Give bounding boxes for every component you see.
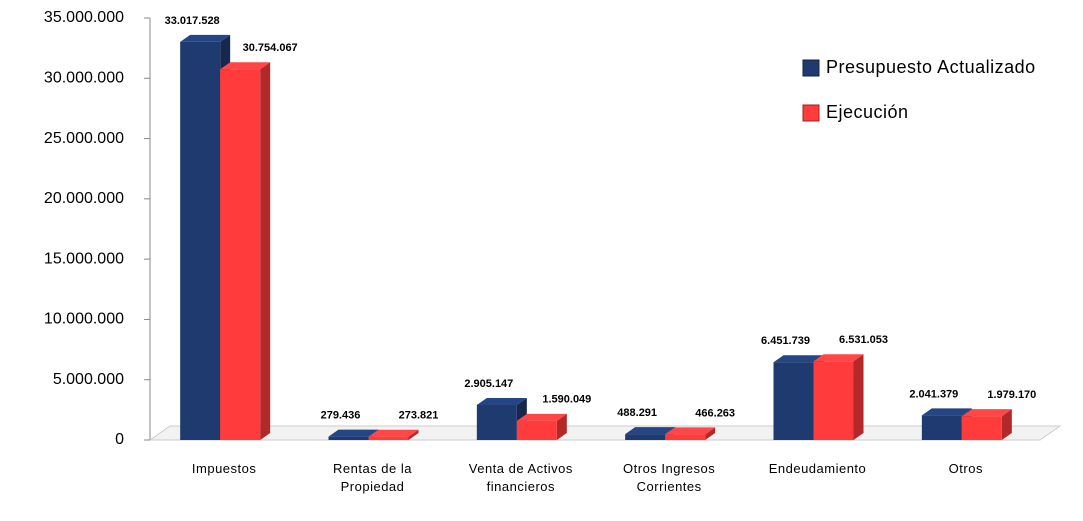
bar-front: [220, 69, 261, 440]
y-tick-label: 25.000.000: [44, 130, 124, 147]
bar-top: [625, 427, 676, 435]
x-tick-label: Otros Ingresos Corrientes: [623, 461, 716, 494]
bar-front: [476, 404, 517, 440]
bar: [220, 62, 271, 441]
data-label: 466.263: [695, 407, 735, 419]
y-tick-label: 35.000.000: [44, 9, 124, 26]
bar-front: [625, 434, 666, 440]
bar: [813, 354, 864, 440]
bar-side: [1001, 409, 1012, 440]
bar: [516, 413, 567, 440]
bar-front: [961, 416, 1002, 440]
y-tick-label: 5.000.000: [53, 371, 124, 388]
y-tick-label: 10.000.000: [44, 311, 124, 328]
bar-top: [328, 429, 379, 437]
data-label: 2.905.147: [464, 378, 513, 390]
bar-side: [408, 429, 419, 440]
bar-front: [368, 436, 409, 440]
bar-front: [921, 415, 962, 440]
bar-top: [220, 62, 271, 70]
bar-front: [813, 361, 854, 440]
y-tick-label: 0: [115, 431, 124, 448]
bar-top: [921, 408, 972, 416]
x-tick-label: Endeudamiento: [768, 461, 867, 476]
data-label: 6.531.053: [839, 334, 888, 346]
bar: [773, 355, 824, 440]
bar-top: [476, 397, 527, 405]
legend-label: Presupuesto Actualizado: [826, 57, 1036, 77]
bar: [368, 429, 419, 440]
bar-side: [853, 354, 864, 440]
bar-top: [961, 409, 1012, 417]
data-label: 488.291: [617, 407, 657, 419]
data-label: 6.451.739: [761, 335, 810, 347]
data-label: 1.590.049: [542, 394, 591, 406]
bar-side: [556, 413, 567, 440]
bar: [961, 409, 1012, 440]
bar-front: [516, 420, 557, 440]
bar-front: [180, 41, 221, 440]
bar-top: [773, 355, 824, 363]
x-tick-label: Impuestos: [191, 461, 257, 476]
bar-top: [665, 427, 716, 435]
data-label: 279.436: [321, 410, 361, 422]
bar-side: [260, 62, 271, 441]
bar-top: [813, 354, 864, 362]
y-tick-label: 15.000.000: [44, 250, 124, 267]
data-label: 30.754.067: [243, 42, 298, 54]
bar-side: [705, 427, 716, 440]
data-label: 33.017.528: [165, 15, 220, 27]
bar: [665, 427, 716, 440]
y-tick-label: 20.000.000: [44, 190, 124, 207]
legend-swatch: [802, 59, 820, 77]
legend-label: Ejecución: [826, 102, 909, 122]
bar-front: [665, 434, 706, 440]
bar-top: [180, 34, 231, 42]
data-label: 273.821: [399, 410, 439, 422]
y-tick-label: 30.000.000: [44, 70, 124, 87]
data-label: 2.041.379: [909, 388, 958, 400]
bar-front: [328, 436, 369, 440]
x-tick-label: Venta de Activos financieros: [468, 461, 573, 494]
legend-swatch: [802, 104, 820, 122]
bar-top: [516, 413, 567, 421]
x-tick-label: Rentas de la Propiedad: [333, 461, 412, 494]
bar-top: [368, 429, 419, 437]
data-label: 1.979.170: [987, 389, 1036, 401]
bar-front: [773, 362, 814, 440]
x-tick-label: Otros: [948, 461, 983, 476]
